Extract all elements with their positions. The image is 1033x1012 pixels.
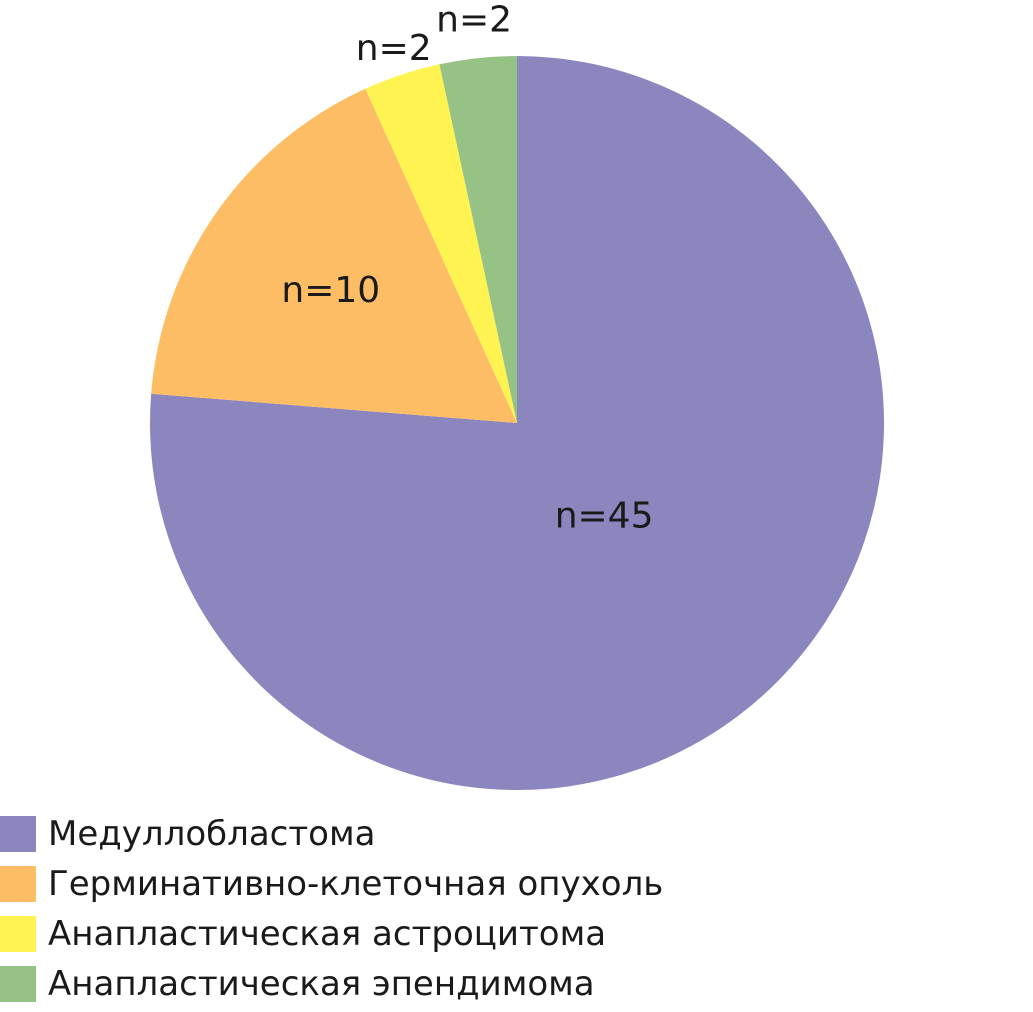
- legend-label: Анапластическая эпендимома: [48, 964, 595, 1004]
- legend-label: Герминативно-клеточная опухоль: [48, 864, 664, 904]
- legend-item-germ-cell-tumor: Герминативно-клеточная опухоль: [0, 862, 760, 906]
- pie-data-label: n=2: [436, 0, 512, 41]
- pie-data-labels: n=45 n=10 n=2n=2: [281, 0, 653, 536]
- pie-data-label: n=45: [555, 495, 654, 536]
- legend-swatch: [0, 916, 36, 952]
- pie-data-label: n=10: [281, 270, 380, 311]
- legend-item-medulloblastoma: Медуллобластома: [0, 812, 760, 856]
- pie-slice-germ-cell-tumor: [151, 88, 518, 424]
- legend-item-anaplastic-astrocytoma: Анапластическая астроцитома: [0, 912, 760, 956]
- legend-swatch: [0, 866, 36, 902]
- legend-swatch: [0, 966, 36, 1002]
- pie-slices: [150, 56, 885, 790]
- legend-swatch: [0, 816, 36, 852]
- pie-data-label: n=2: [356, 28, 432, 69]
- legend: Медуллобластома Герминативно-клеточная о…: [0, 812, 760, 1012]
- legend-label: Медуллобластома: [48, 814, 376, 854]
- legend-label: Анапластическая астроцитома: [48, 914, 607, 954]
- legend-item-anaplastic-ependymoma: Анапластическая эпендимома: [0, 962, 760, 1006]
- pie-slice-anaplastic-astrocytoma: [365, 64, 517, 423]
- pie-slice-anaplastic-ependymoma: [439, 56, 517, 423]
- pie-slice-medulloblastoma: [150, 56, 885, 790]
